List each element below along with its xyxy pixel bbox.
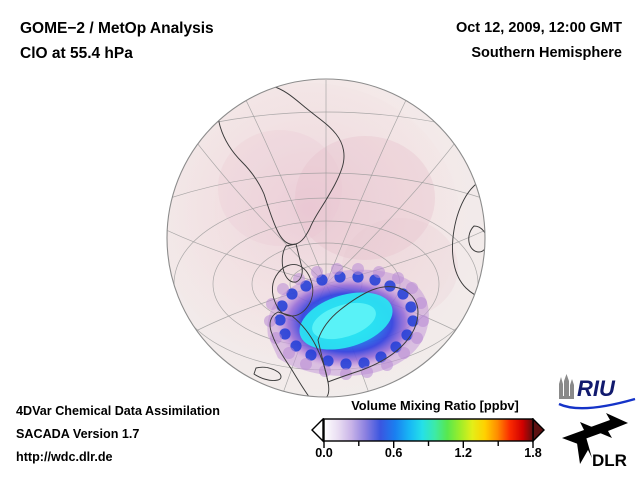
colorbar: Volume Mixing Ratio [ppbv] 0 bbox=[310, 398, 560, 470]
colorbar-ticks bbox=[323, 441, 534, 448]
colorbar-right-cap bbox=[532, 418, 545, 443]
clo-plume bbox=[264, 263, 429, 380]
riu-logo: RIU bbox=[556, 372, 638, 410]
colorbar-title: Volume Mixing Ratio [ppbv] bbox=[351, 398, 519, 413]
background-field-patch-a bbox=[295, 136, 435, 260]
globe-svg bbox=[166, 78, 486, 398]
globe-outline bbox=[166, 78, 486, 398]
clo-cell-dots-outer bbox=[264, 263, 429, 380]
dlr-logo-text: DLR bbox=[592, 451, 627, 470]
coastline-africa bbox=[452, 173, 485, 301]
footer-line-2: SACADA Version 1.7 bbox=[16, 427, 140, 441]
colorbar-left-cap bbox=[311, 418, 324, 443]
dlr-logo-svg: DLR bbox=[562, 413, 628, 470]
riu-logo-text: RIU bbox=[577, 376, 616, 401]
coastline-madagascar bbox=[468, 225, 485, 253]
globe-map bbox=[160, 78, 492, 398]
title-line-1: GOME−2 / MetOp Analysis bbox=[20, 20, 214, 37]
colorbar-tick-label: 0.0 bbox=[315, 446, 333, 460]
coastline-antarctica-west bbox=[269, 311, 330, 397]
colorbar-bar bbox=[323, 418, 534, 442]
title-line-2: ClO at 55.4 hPa bbox=[20, 45, 133, 62]
background-field-patch-b bbox=[218, 130, 342, 246]
clo-plume-peak bbox=[312, 302, 376, 340]
colorbar-tick-labels: 0.0 0.6 1.2 1.8 bbox=[310, 446, 560, 466]
figure-subtitle: Oct 12, 2009, 12:00 GMT Southern Hemisph… bbox=[456, 16, 622, 66]
dlr-logo: DLR bbox=[558, 410, 638, 472]
riu-tower-icon bbox=[559, 374, 574, 399]
coastline-antarctica-east bbox=[317, 286, 419, 383]
riu-logo-svg: RIU bbox=[558, 374, 636, 410]
coastline-new-zealand bbox=[253, 366, 282, 381]
coastline-patagonia bbox=[281, 243, 303, 283]
footer-line-1: 4DVar Chemical Data Assimilation bbox=[16, 404, 220, 418]
footer-line-3: http://wdc.dlr.de bbox=[16, 450, 113, 464]
riu-swoosh bbox=[558, 397, 636, 410]
clo-cell-dots-inner bbox=[274, 271, 419, 370]
footer-credits: 4DVar Chemical Data Assimilation SACADA … bbox=[16, 400, 220, 469]
figure-title: GOME−2 / MetOp Analysis ClO at 55.4 hPa bbox=[20, 16, 214, 66]
colorbar-tick-label: 1.8 bbox=[524, 446, 542, 460]
coastline-south-america bbox=[217, 83, 345, 245]
dlr-mark-icon bbox=[562, 413, 628, 464]
colorbar-scale bbox=[311, 418, 545, 448]
timestamp-label: Oct 12, 2009, 12:00 GMT bbox=[455, 20, 622, 36]
coastlines bbox=[217, 83, 485, 397]
hemisphere-label: Southern Hemisphere bbox=[471, 45, 622, 61]
colorbar-tick-label: 1.2 bbox=[454, 446, 473, 460]
colorbar-tick-label: 0.6 bbox=[384, 446, 403, 460]
